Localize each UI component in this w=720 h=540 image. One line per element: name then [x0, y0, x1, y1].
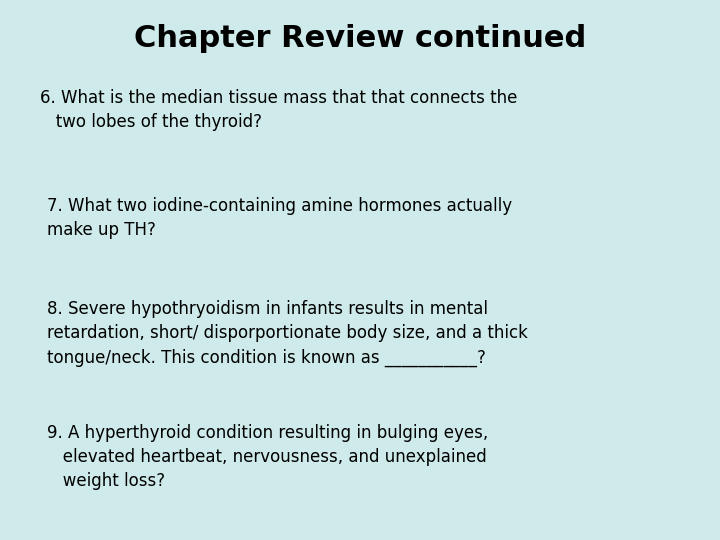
Text: Chapter Review continued: Chapter Review continued	[134, 24, 586, 53]
Text: 9. A hyperthyroid condition resulting in bulging eyes,
   elevated heartbeat, ne: 9. A hyperthyroid condition resulting in…	[47, 424, 488, 490]
Text: 6. What is the median tissue mass that that connects the
   two lobes of the thy: 6. What is the median tissue mass that t…	[40, 89, 517, 131]
Text: 8. Severe hypothryoidism in infants results in mental
retardation, short/ dispor: 8. Severe hypothryoidism in infants resu…	[47, 300, 528, 367]
Text: 7. What two iodine-containing amine hormones actually
make up TH?: 7. What two iodine-containing amine horm…	[47, 197, 512, 239]
